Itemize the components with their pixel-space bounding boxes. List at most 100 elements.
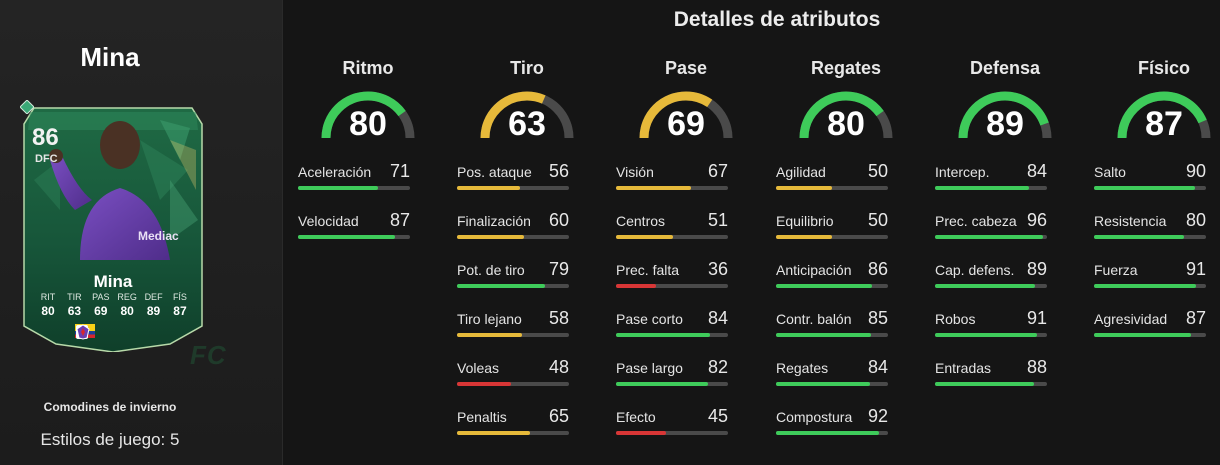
- stat-row[interactable]: Resistencia 80: [1086, 210, 1206, 260]
- gauge-fill: [799, 91, 893, 139]
- card-background: Mediac: [23, 107, 203, 352]
- stat-bar-fill: [457, 431, 530, 435]
- stat-row[interactable]: Equilibrio 50: [768, 210, 888, 260]
- stat-value: 90: [1185, 161, 1206, 181]
- stat-label: Efecto: [616, 409, 656, 425]
- stat-bar: [776, 186, 888, 190]
- stat-label: Pase corto: [616, 311, 683, 327]
- stat-list: Intercep. 84 Prec. cabeza 96 Cap. defens. 89 R…: [927, 161, 1047, 407]
- player-card[interactable]: Mediac 86 DFC Mina RIT 80 TIR 63 PAS 69 …: [20, 100, 206, 352]
- stat-row[interactable]: Prec. cabeza 96: [927, 210, 1047, 260]
- stat-bar-fill: [776, 284, 873, 288]
- stat-bar: [616, 333, 728, 337]
- stat-row[interactable]: Pase corto 84: [608, 308, 728, 358]
- stat-label: Agilidad: [776, 164, 826, 180]
- stat-label: Penaltis: [457, 409, 507, 425]
- stat-label: Voleas: [457, 360, 500, 376]
- stat-bar-fill: [298, 235, 396, 239]
- stat-bar-fill: [457, 284, 546, 288]
- stat-label: Intercep.: [935, 164, 990, 180]
- stat-bar: [457, 186, 569, 190]
- playstyles-count[interactable]: Estilos de juego: 5: [40, 430, 180, 449]
- stat-row[interactable]: Pot. de tiro 79: [449, 259, 569, 309]
- stat-row[interactable]: Fuerza 91: [1086, 259, 1206, 309]
- stat-list: Pos. ataque 56 Finalización 60 Pot. de tiro 7…: [449, 161, 569, 456]
- stat-row[interactable]: Agresividad 87: [1086, 308, 1206, 358]
- stat-value: 56: [548, 161, 569, 181]
- stat-value: 89: [1026, 259, 1047, 279]
- category-value: 69: [667, 105, 705, 143]
- stat-row[interactable]: Regates 84: [768, 357, 888, 407]
- stat-label: Robos: [935, 311, 976, 327]
- stat-bar: [616, 431, 728, 435]
- stat-label: Salto: [1094, 164, 1126, 180]
- stat-value: 84: [707, 308, 728, 328]
- stat-row[interactable]: Anticipación 86: [768, 259, 888, 309]
- stat-row[interactable]: Robos 91: [927, 308, 1047, 358]
- stat-bar: [776, 235, 888, 239]
- stat-bar: [1094, 186, 1206, 190]
- category-name: Físico: [1137, 58, 1190, 78]
- stat-label: Compostura: [776, 409, 853, 425]
- stat-bar: [457, 284, 569, 288]
- stat-bar: [457, 235, 569, 239]
- page-title: Detalles de atributos: [673, 8, 881, 31]
- stat-row[interactable]: Compostura 92: [768, 406, 888, 456]
- stat-label: Finalización: [457, 213, 531, 229]
- stat-bar: [616, 186, 728, 190]
- stat-row[interactable]: Visión 67: [608, 161, 728, 211]
- stat-value: 96: [1026, 210, 1047, 230]
- stat-row[interactable]: Voleas 48: [449, 357, 569, 407]
- stat-value: 65: [548, 406, 569, 426]
- stat-bar-fill: [935, 284, 1035, 288]
- stat-value: 86: [867, 259, 888, 279]
- card-type-label: Comodines de invierno: [43, 400, 177, 414]
- player-panel: Mina: [0, 0, 283, 465]
- category-gauge: 80: [318, 88, 418, 150]
- stat-row[interactable]: Entradas 88: [927, 357, 1047, 407]
- stat-row[interactable]: Aceleración 71: [290, 161, 410, 211]
- stat-row[interactable]: Efecto 45: [608, 406, 728, 456]
- stat-bar: [776, 382, 888, 386]
- stat-label: Fuerza: [1094, 262, 1138, 278]
- stat-row[interactable]: Tiro lejano 58: [449, 308, 569, 358]
- category-value: 89: [986, 105, 1024, 143]
- stat-bar: [935, 284, 1047, 288]
- stat-label: Visión: [616, 164, 654, 180]
- stat-row[interactable]: Intercep. 84: [927, 161, 1047, 211]
- stat-value: 60: [548, 210, 569, 230]
- stat-value: 85: [867, 308, 888, 328]
- emblem-icon: [20, 100, 34, 114]
- stat-label: Pos. ataque: [457, 164, 532, 180]
- stat-row[interactable]: Salto 90: [1086, 161, 1206, 211]
- stat-bar-fill: [1094, 235, 1184, 239]
- stat-bar-fill: [457, 333, 522, 337]
- stat-row[interactable]: Penaltis 65: [449, 406, 569, 456]
- gauge-arc: [799, 91, 893, 139]
- stat-row[interactable]: Centros 51: [608, 210, 728, 260]
- stat-bar: [298, 235, 410, 239]
- stat-row[interactable]: Pos. ataque 56: [449, 161, 569, 211]
- gauge-arc: [639, 91, 733, 139]
- stat-bar: [776, 431, 888, 435]
- stat-row[interactable]: Cap. defens. 89: [927, 259, 1047, 309]
- stat-row[interactable]: Pase largo 82: [608, 357, 728, 407]
- stat-label: Agresividad: [1094, 311, 1168, 327]
- card-stat-def: DEF 89: [144, 292, 163, 318]
- card-stat-pas: PAS 69: [92, 292, 110, 318]
- stat-bar: [298, 186, 410, 190]
- stat-row[interactable]: Prec. falta 36: [608, 259, 728, 309]
- stat-value: 51: [707, 210, 728, 230]
- player-name: Mina: [80, 42, 140, 72]
- stat-bar-fill: [1094, 284, 1196, 288]
- stat-value: 87: [389, 210, 410, 230]
- stat-label: Contr. balón: [776, 311, 852, 327]
- category-gauge: 80: [796, 88, 896, 150]
- stat-label: Anticipación: [776, 262, 852, 278]
- stat-label: Tiro lejano: [457, 311, 522, 327]
- stat-value: 67: [707, 161, 728, 181]
- stat-row[interactable]: Agilidad 50: [768, 161, 888, 211]
- stat-row[interactable]: Finalización 60: [449, 210, 569, 260]
- stat-row[interactable]: Velocidad 87: [290, 210, 410, 260]
- stat-row[interactable]: Contr. balón 85: [768, 308, 888, 358]
